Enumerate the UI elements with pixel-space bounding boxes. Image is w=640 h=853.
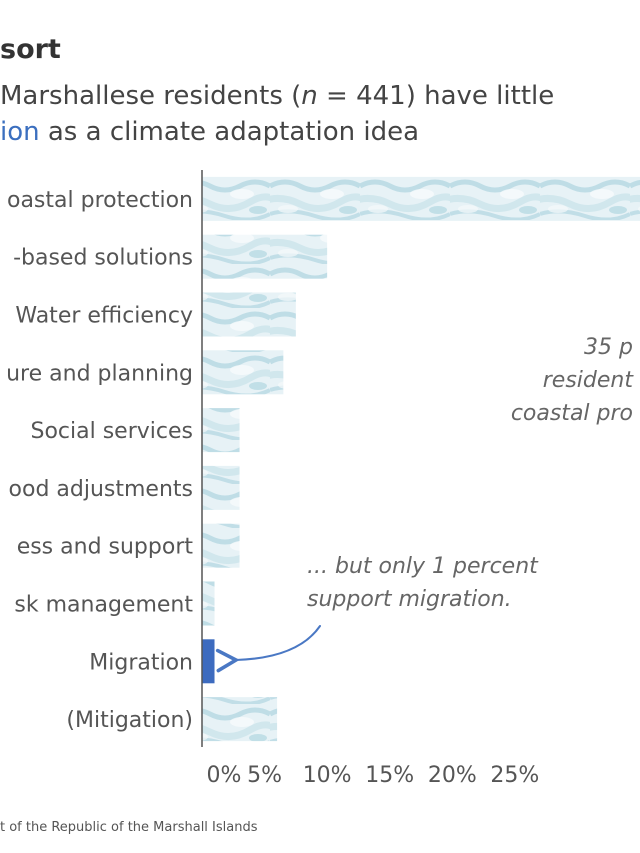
x-tick-label-2: 10% [303,763,352,788]
x-tick-labels-group: 0% 5% 10% 15% 20% 25% [207,763,540,788]
category-label-3: ure and planning [6,361,193,386]
subtitle-highlight: ion [0,117,40,147]
category-label-0: oastal protection [7,188,193,213]
category-label-7: sk management [14,593,193,618]
annotation-coastal-line-2: resident [543,368,635,393]
category-label-1: -based solutions [13,246,193,271]
x-tick-label-0: 0% [207,763,242,788]
annotation-migration: ... but only 1 percent support migration… [307,554,539,612]
annotation-coastal-line-1: 35 p [584,335,633,360]
x-tick-label-4: 20% [428,763,477,788]
bar-5 [202,465,240,510]
bar-8 [202,639,215,684]
chart-subtitle: Marshallese residents (n = 441) have lit… [0,78,640,150]
annotation-migration-line-2: support migration. [307,587,512,612]
category-label-4: Social services [31,419,194,444]
category-label-2: Water efficiency [15,304,193,329]
annotation-coastal-line-3: coastal pro [511,401,633,426]
chart-title: sort [0,34,61,65]
bar-4 [202,408,240,453]
bar-2 [202,292,296,337]
subtitle-part1: Marshallese residents ( [0,81,302,111]
subtitle-part3: as a climate adaptation idea [39,117,419,147]
migration-arrow [215,625,321,673]
x-tick-label-3: 15% [365,763,414,788]
category-label-8: Migration [89,650,193,675]
subtitle-part2: = 441) have little [317,81,555,111]
annotation-coastal: 35 p resident coastal pro [511,335,635,426]
annotation-migration-line-1: ... but only 1 percent [307,554,539,579]
category-label-9: (Mitigation) [66,708,193,733]
bar-3 [202,350,284,395]
x-tick-label-1: 5% [247,763,282,788]
bar-0 [202,176,640,221]
bars-group [202,176,640,742]
subtitle-n-variable: n [301,81,318,111]
bar-6 [202,523,240,568]
category-label-5: ood adjustments [9,477,193,502]
bar-7 [202,581,215,626]
bar-9 [202,697,278,742]
category-label-6: ess and support [17,535,194,560]
x-tick-label-5: 25% [490,763,539,788]
bar-1 [202,234,328,279]
category-labels-group: oastal protection -based solutions Water e… [6,188,193,733]
source-note: t of the Republic of the Marshall Island… [0,820,258,835]
